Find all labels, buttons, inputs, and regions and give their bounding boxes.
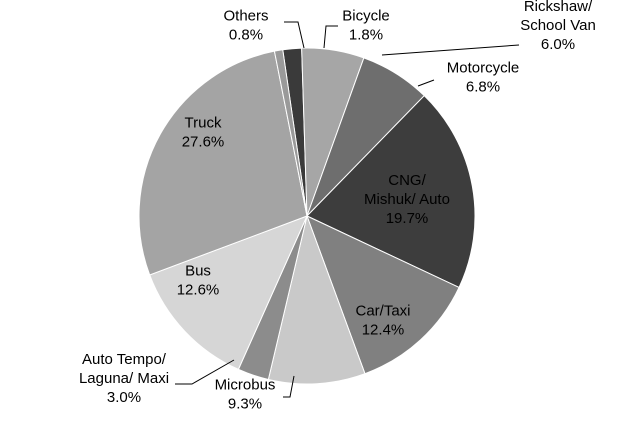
leader-lines	[175, 21, 520, 398]
slice-label: Motorcycle 6.8%	[447, 60, 520, 96]
slice-value-label: 12.6%	[177, 282, 220, 299]
slice-name-label: Car/Taxi	[355, 303, 410, 320]
pie-slice-bus	[149, 215, 308, 371]
slice-label: Bus 12.6%	[177, 263, 220, 299]
leader-line	[381, 44, 520, 56]
slice-value-label: 12.4%	[362, 322, 405, 339]
slice-name-label: Auto Tempo/	[82, 351, 167, 368]
slice-value-label: 1.8%	[349, 27, 383, 44]
slice-label: Truck 27.6%	[182, 115, 225, 151]
slice-name-label: Motorcycle	[447, 60, 520, 77]
slice-label: Auto Tempo/Laguna/ Maxi 3.0%	[79, 351, 169, 406]
slice-value-label: 6.8%	[466, 79, 500, 96]
slice-name-label: Bus	[185, 263, 211, 280]
slice-name-label: Bicycle	[342, 8, 390, 25]
slice-name-label: Rickshaw/	[524, 0, 593, 15]
slice-value-label: 19.7%	[386, 210, 429, 227]
slice-name-label: Others	[223, 8, 268, 25]
slice-label: Microbus 9.3%	[215, 377, 276, 413]
slice-name-label: Laguna/ Maxi	[79, 370, 169, 387]
pie-slice-truck	[138, 50, 308, 276]
slice-label: Bicycle 1.8%	[342, 8, 390, 44]
slice-value-label: 3.0%	[107, 389, 141, 406]
leader-line	[283, 375, 295, 398]
pie-slice-others	[273, 49, 308, 217]
leader-line	[175, 359, 235, 385]
slice-label: Others 0.8%	[223, 8, 268, 44]
slice-labels: Bicycle 1.8% Rickshaw/School Van 6.0% Motorc…	[79, 0, 596, 413]
slice-value-label: 27.6%	[182, 134, 225, 151]
pie-slices	[138, 47, 476, 385]
slice-label: Car/Taxi 12.4%	[355, 303, 410, 339]
slice-name-label: School Van	[520, 17, 596, 34]
pie-slice-cng	[306, 94, 476, 289]
slice-name-label: Microbus	[215, 377, 276, 394]
slice-value-label: 6.0%	[541, 36, 575, 53]
slice-name-label: Truck	[185, 115, 222, 132]
leader-line	[323, 25, 338, 49]
leader-line	[284, 21, 305, 49]
slice-name-label: CNG/	[388, 172, 426, 189]
pie-slice-car	[306, 215, 460, 375]
slice-name-label: Mishuk/ Auto	[364, 191, 450, 208]
slice-value-label: 9.3%	[228, 396, 262, 413]
leader-line	[417, 79, 435, 87]
slice-label: Rickshaw/School Van 6.0%	[520, 0, 596, 53]
pie-slice-microbus	[267, 214, 366, 385]
slice-label: CNG/Mishuk/ Auto 19.7%	[364, 172, 450, 227]
slice-value-label: 0.8%	[229, 27, 263, 44]
